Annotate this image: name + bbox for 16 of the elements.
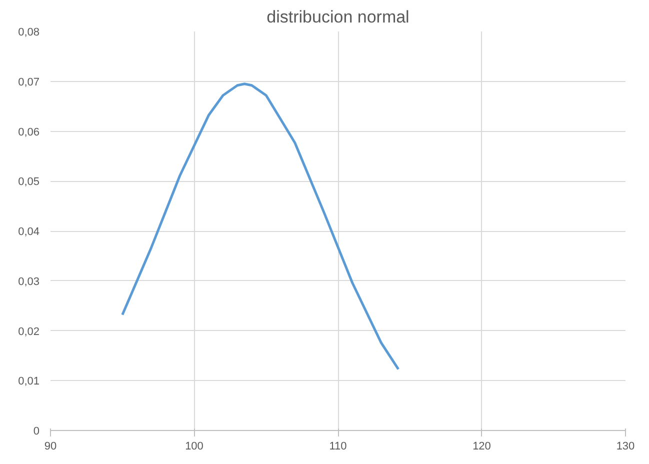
y-tick-label: 0,07	[18, 76, 40, 88]
x-tick-label: 130	[616, 440, 635, 452]
y-tick-label: 0	[33, 426, 40, 438]
y-tick-label: 0,02	[18, 326, 40, 338]
x-tick-label: 110	[329, 440, 347, 452]
y-tick-label: 0,01	[18, 376, 40, 388]
y-tick-label: 0,05	[18, 176, 40, 188]
chart-title: distribucion normal	[266, 8, 410, 26]
y-tick-label: 0,03	[18, 276, 40, 288]
y-tick-label: 0,06	[18, 126, 40, 138]
line-series	[121, 82, 400, 370]
y-tick-label: 0,04	[18, 226, 40, 238]
x-tick-label: 120	[472, 440, 491, 452]
x-tick-label: 100	[185, 440, 204, 452]
y-tick-label: 0,08	[18, 26, 40, 38]
x-tick-label: 90	[44, 440, 57, 452]
